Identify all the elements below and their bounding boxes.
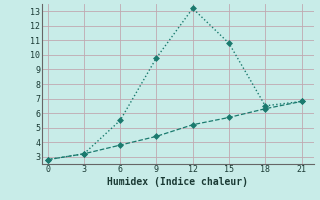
X-axis label: Humidex (Indice chaleur): Humidex (Indice chaleur) [107, 177, 248, 187]
